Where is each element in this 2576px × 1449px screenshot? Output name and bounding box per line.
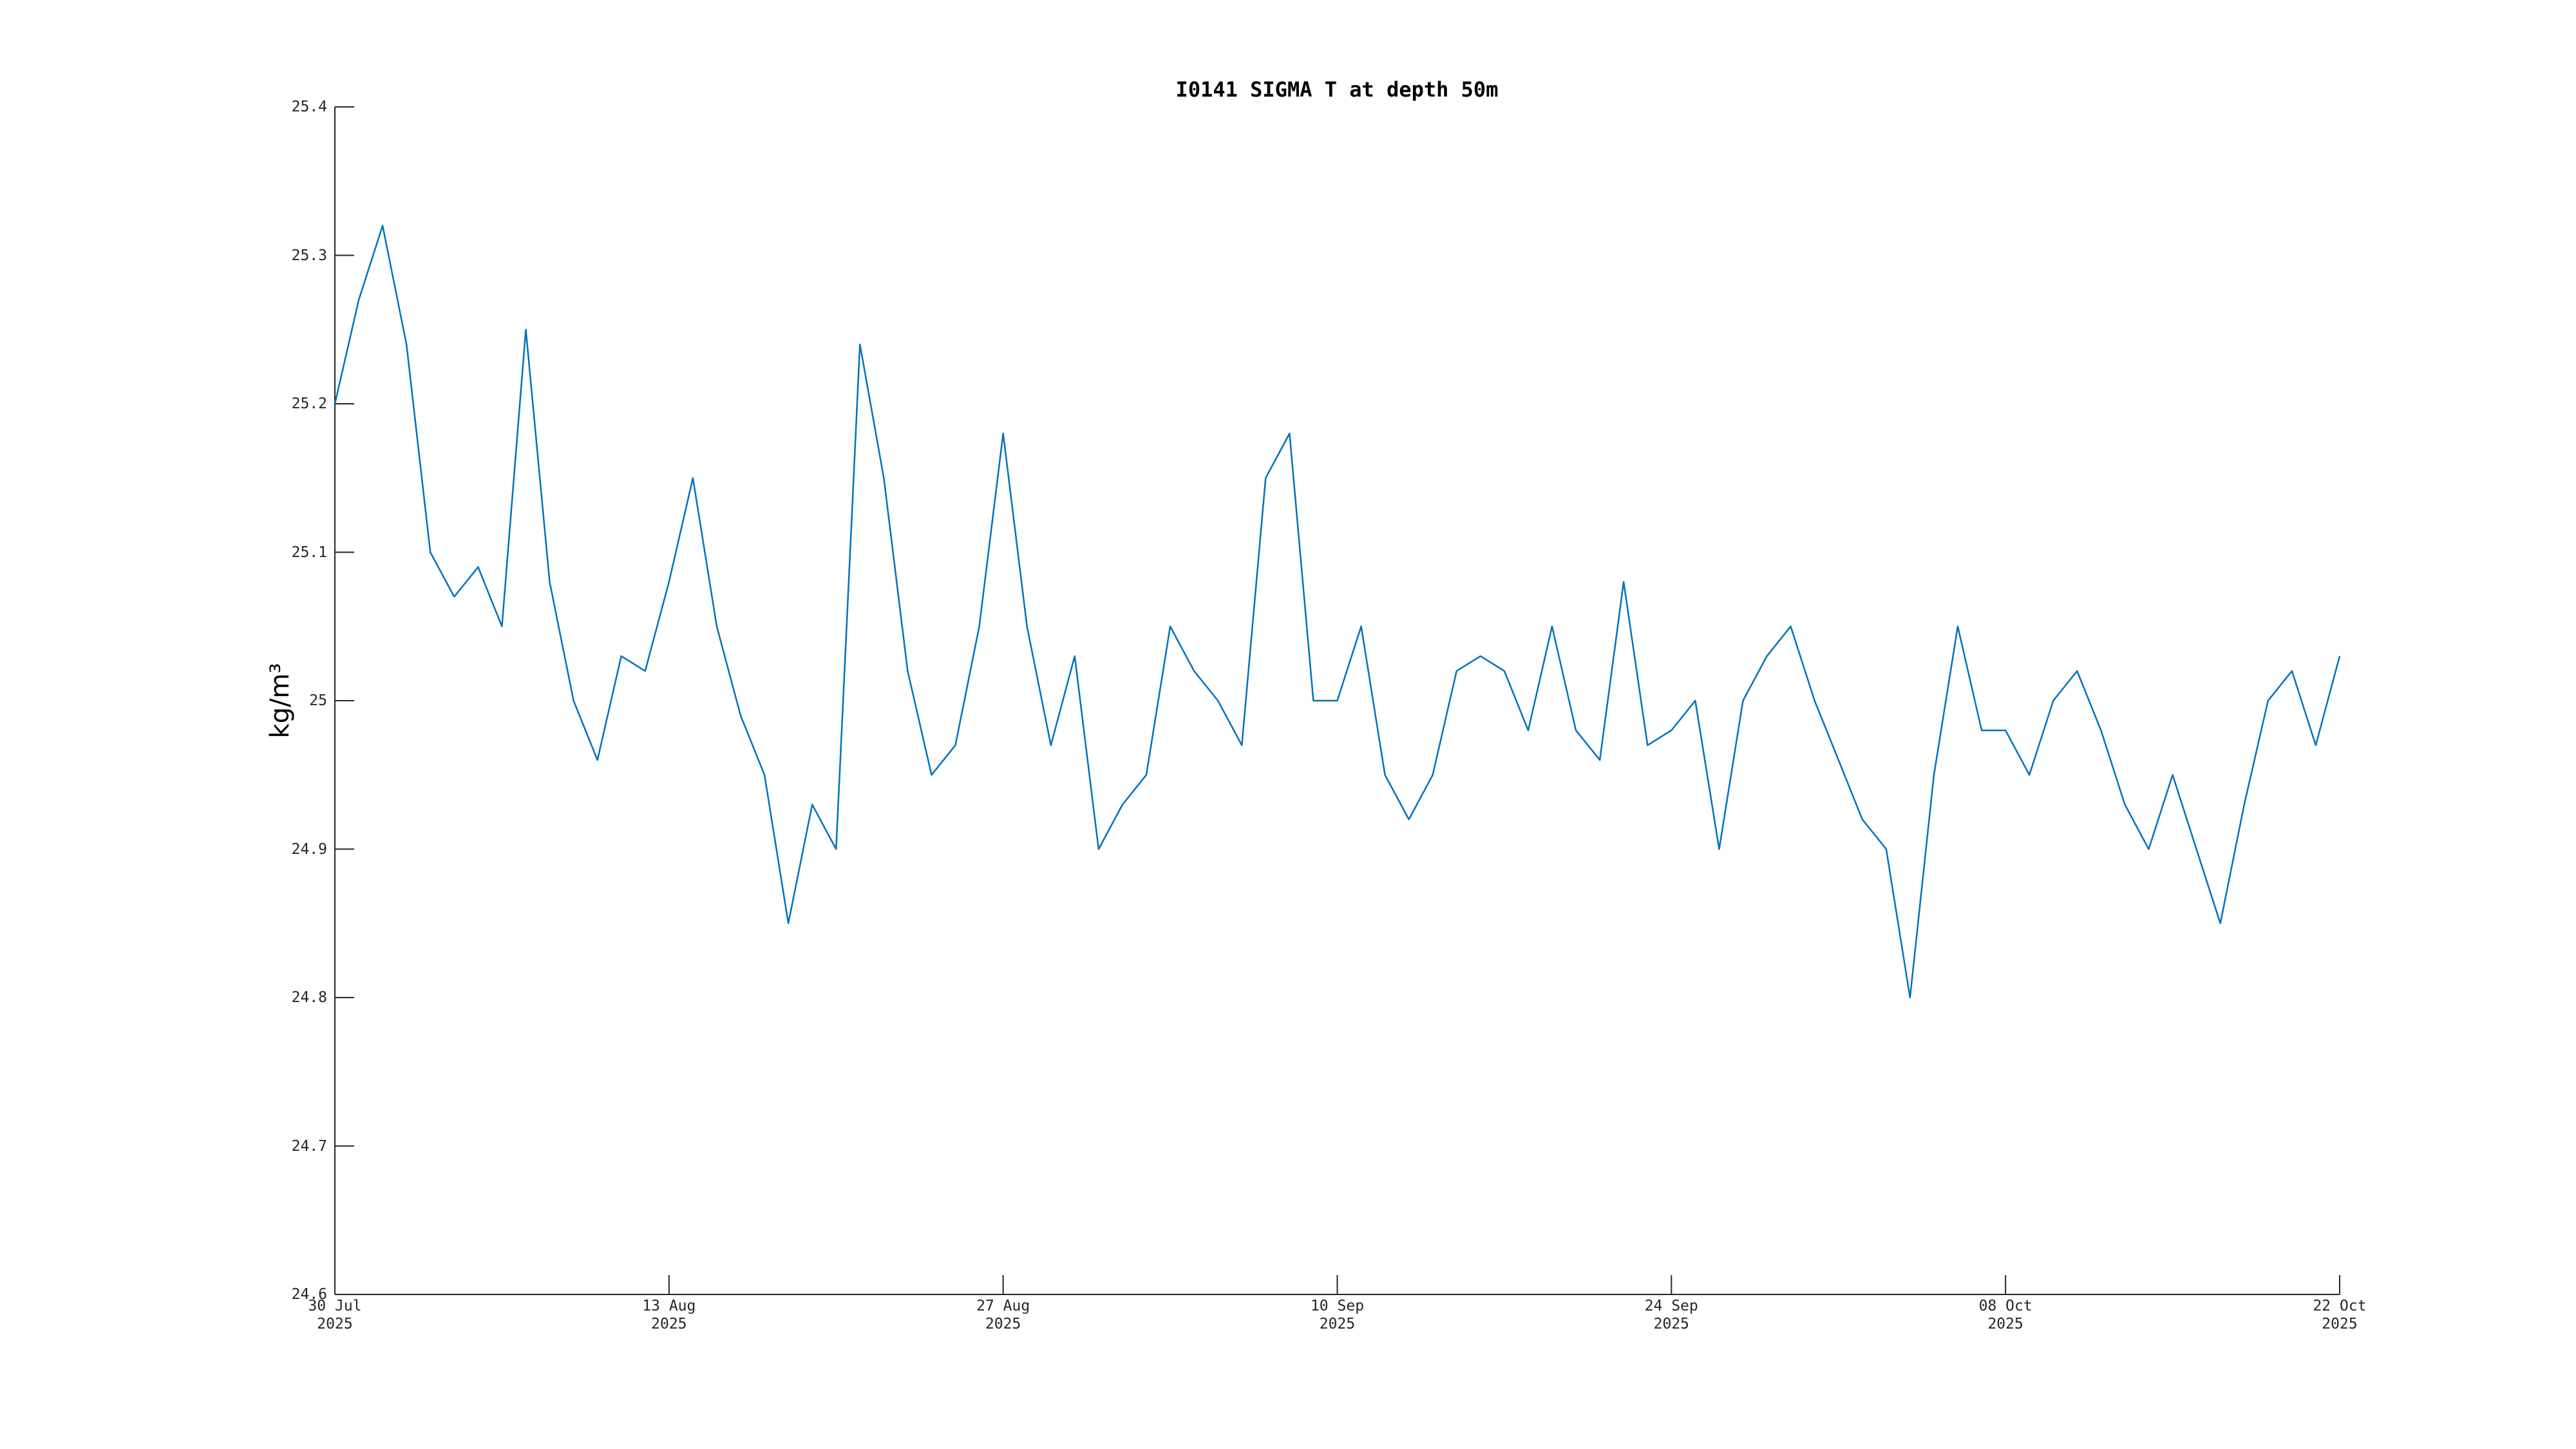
chart-title: I0141 SIGMA T at depth 50m [1175,77,1499,102]
y-tick-label: 25 [309,692,327,709]
y-tick-label: 24.7 [291,1137,327,1155]
y-tick-label: 25.2 [291,395,327,412]
x-tick-label: 10 Sep 2025 [1310,1298,1365,1332]
y-tick-label: 24.9 [291,840,327,858]
y-tick-label: 25.1 [291,544,327,561]
y-tick-label: 25.4 [291,99,327,115]
y-tick-label: 25.3 [291,247,327,264]
x-tick-label: 08 Oct 2025 [1978,1298,2032,1332]
x-tick-label: 24 Sep 2025 [1644,1298,1698,1332]
x-tick-label: 22 Oct 2025 [2313,1298,2367,1332]
data-line [334,225,2341,999]
y-tick-label: 24.8 [291,989,327,1006]
x-tick-label: 27 Aug 2025 [976,1298,1030,1332]
y-tick-label: 24.6 [291,1286,327,1303]
x-tick-label: 13 Aug 2025 [642,1298,696,1332]
x-tick-label: 30 Jul 2025 [308,1298,362,1332]
